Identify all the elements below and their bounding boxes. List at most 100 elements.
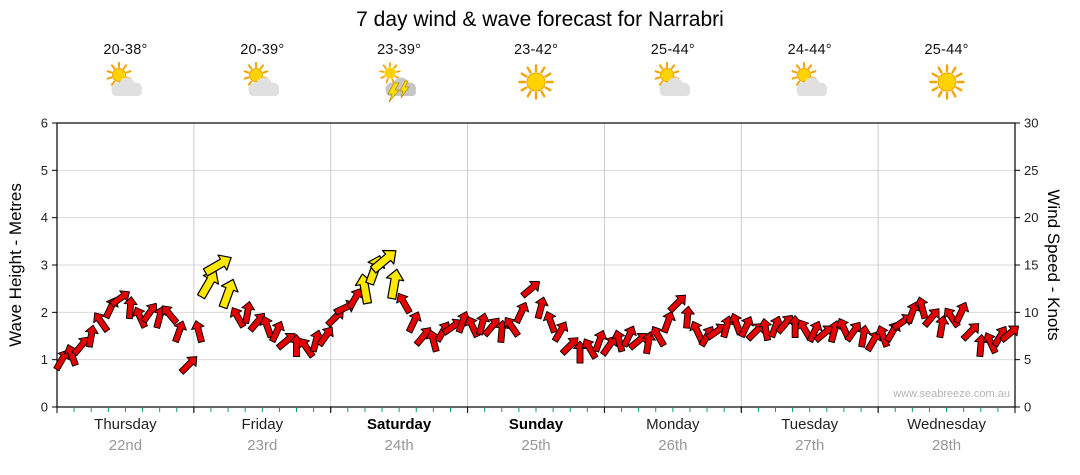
sun-cloud-icon	[654, 62, 690, 96]
day-footer: Friday 23rd	[187, 416, 337, 454]
wind-arrow	[999, 325, 1019, 344]
wind-arrow	[520, 281, 540, 299]
temperature-range: 20-38°	[103, 42, 148, 58]
left-tick-label: 0	[41, 400, 48, 415]
weather-icon-wrap	[879, 62, 1015, 104]
right-tick-label: 30	[1024, 116, 1038, 131]
temperature-range: 23-39°	[377, 42, 422, 58]
wind-arrow	[369, 249, 397, 274]
plot-border	[56, 122, 1016, 408]
temperature-range: 20-39°	[240, 42, 285, 58]
sun-cloud-icon	[243, 62, 280, 96]
temperature-range: 25-44°	[924, 42, 969, 58]
day-date: 28th	[931, 437, 962, 454]
left-axis-title: Wave Height - Metres	[6, 183, 25, 347]
wind-arrow	[943, 307, 961, 329]
watermark: www.seabreeze.com.au	[893, 388, 1010, 400]
right-axis-title: Wind Speed - Knots	[1044, 189, 1063, 341]
wind-arrow	[123, 296, 138, 320]
wind-arrow	[667, 294, 686, 314]
wind-arrow	[611, 329, 626, 353]
wind-arrow	[680, 305, 695, 329]
day-header: 20-39°	[194, 42, 330, 104]
wind-arrow	[298, 337, 316, 359]
day-name: Friday	[241, 416, 284, 433]
wind-arrow	[396, 292, 413, 315]
day-footer: Tuesday 27th	[735, 416, 885, 454]
right-tick-label: 20	[1024, 210, 1038, 225]
wind-arrow	[229, 307, 247, 329]
wind-arrow	[53, 349, 70, 372]
day-footer: Sunday 25th	[461, 416, 611, 454]
wind-arrow	[534, 296, 549, 320]
wind-arrow	[241, 301, 256, 325]
left-tick-label: 1	[41, 352, 48, 367]
wind-arrow	[660, 311, 676, 334]
sun-cloud-icon	[791, 62, 827, 96]
wind-arrow	[161, 305, 180, 326]
day-footer: Thursday 22nd	[50, 416, 200, 454]
day-footer: Saturday 24th	[324, 416, 474, 454]
wind-arrow	[513, 301, 530, 324]
wind-arrow	[269, 320, 285, 343]
wind-arrow	[385, 268, 405, 300]
wind-arrow	[196, 270, 220, 300]
wind-arrow	[600, 336, 618, 357]
day-name: Monday	[646, 416, 700, 433]
day-date: 22nd	[108, 437, 143, 454]
sun-icon	[928, 64, 965, 100]
left-tick-label: 5	[41, 163, 48, 178]
weather-icon-wrap	[331, 62, 467, 104]
wind-arrow	[476, 312, 490, 336]
right-tick-label: 15	[1024, 258, 1038, 273]
wind-arrow	[172, 320, 187, 344]
day-name: Saturday	[367, 416, 432, 433]
wind-arrow	[857, 324, 871, 348]
wind-arrow	[745, 323, 765, 342]
wind-arrow	[621, 325, 637, 348]
left-tick-label: 4	[41, 210, 48, 225]
wind-arrow	[914, 296, 929, 320]
day-header: 20-38°	[57, 42, 193, 104]
storm-icon	[379, 62, 417, 103]
wind-arrow	[178, 356, 198, 375]
day-header: 23-42°	[468, 42, 604, 104]
right-tick-label: 25	[1024, 163, 1038, 178]
wind-arrow	[738, 316, 755, 339]
day-header: 25-44°	[879, 42, 1015, 104]
wind-arrow	[922, 308, 940, 328]
wind-arrow	[405, 311, 422, 334]
left-tick-label: 2	[41, 305, 48, 320]
wind-arrow	[875, 325, 891, 348]
wind-arrow	[960, 323, 980, 342]
day-footer: Monday 26th	[598, 416, 748, 454]
wind-arrow	[935, 315, 950, 339]
day-date: 26th	[658, 437, 688, 454]
wind-arrow	[953, 301, 970, 324]
day-footer: Wednesday 28th	[872, 416, 1022, 454]
wind-arrow	[642, 331, 656, 355]
wind-arrow	[905, 301, 921, 325]
wind-arrow	[581, 338, 599, 360]
wind-arrow	[202, 254, 232, 277]
wind-arrow	[758, 318, 772, 342]
temperature-range: 25-44°	[650, 42, 695, 58]
day-header: 25-44°	[605, 42, 741, 104]
sun-cloud-icon	[107, 62, 143, 96]
day-name: Tuesday	[781, 416, 839, 433]
day-date: 25th	[521, 437, 551, 454]
day-name: Thursday	[94, 416, 157, 433]
wind-arrow	[864, 330, 882, 353]
right-tick-label: 10	[1024, 305, 1038, 320]
wind-arrow	[218, 278, 239, 310]
right-tick-label: 5	[1024, 352, 1031, 367]
temperature-range: 24-44°	[787, 42, 832, 58]
wind-arrow	[982, 332, 999, 355]
wind-arrow	[464, 316, 481, 339]
left-tick-label: 6	[41, 116, 48, 131]
page-title: 7 day wind & wave forecast for Narrabri	[356, 8, 724, 31]
day-date: 24th	[384, 437, 414, 454]
wind-arrow	[84, 324, 99, 348]
